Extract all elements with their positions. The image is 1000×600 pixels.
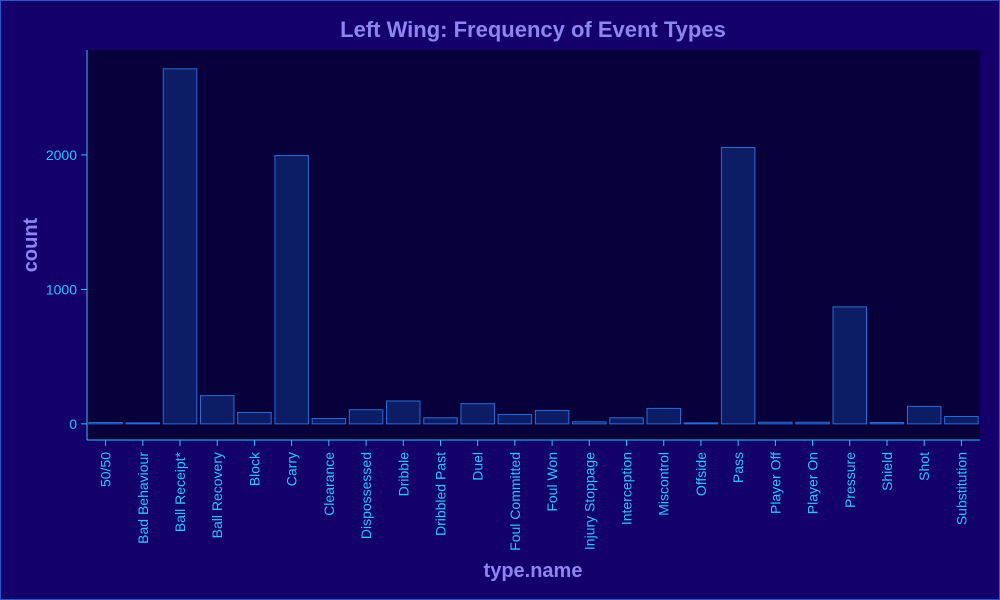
x-tick-label: Ball Receipt* [172,451,188,532]
x-tick-label: Clearance [321,452,337,516]
bar [125,422,161,425]
x-tick-label: Foul Won [544,452,560,512]
bar [274,155,309,425]
y-tick-label: 0 [69,416,77,432]
x-tick-label: Injury Stoppage [581,452,597,550]
y-tick-label: 1000 [46,281,77,297]
bar [683,422,719,425]
chart-title: Left Wing: Frequency of Event Types [340,17,726,42]
bar [869,422,905,425]
bar [460,403,495,425]
bar [311,417,347,425]
x-tick-label: Dribbled Past [432,452,448,536]
x-tick-label: Substitution [953,452,969,525]
bars-group [88,68,979,425]
x-tick-label: Bad Behaviour [135,452,151,544]
bar [609,417,644,425]
y-axis-title: count [20,217,42,272]
x-tick-label: Miscontrol [656,452,672,516]
x-tick-label: Carry [284,452,300,486]
x-tick-label: Dribble [395,452,411,497]
x-tick-label: Dispossessed [358,452,374,539]
axes-group [86,50,980,441]
bar [237,411,272,425]
bar [423,417,458,425]
x-ticks-group: 50/50 Bad Behaviour Ball Receipt* Ball Reco… [98,440,969,551]
bar [88,422,123,425]
bar [720,147,756,425]
x-tick-label: Shot [916,452,932,481]
x-tick-label: 50/50 [98,452,114,487]
x-tick-label: Player Off [767,452,783,514]
x-tick-label: Pass [730,452,746,483]
x-tick-label: Duel [470,452,486,481]
x-axis-title: type.name [484,560,583,582]
bar [795,421,830,425]
bar [386,400,421,425]
bar [534,409,570,425]
bar [162,68,198,425]
bar [497,413,533,425]
bar [572,421,607,425]
x-tick-label: Pressure [842,452,858,508]
bar [944,415,979,425]
x-tick-label: Shield [879,452,895,491]
bar [646,407,681,425]
bar [199,395,235,425]
x-tick-label: Block [246,451,262,486]
x-tick-label: Offside [693,452,709,496]
x-tick-label: Player On [805,452,821,514]
bar [832,306,868,425]
y-tick-label: 2000 [46,147,77,163]
y-ticks-group: 0 1000 2000 [46,147,87,432]
bar [348,409,384,425]
x-tick-label: Ball Recovery [209,452,225,538]
bar [906,405,942,425]
x-tick-label: Interception [619,452,635,525]
plot-background [87,50,980,440]
x-tick-label: Foul Committed [507,452,523,551]
bar [758,421,793,425]
